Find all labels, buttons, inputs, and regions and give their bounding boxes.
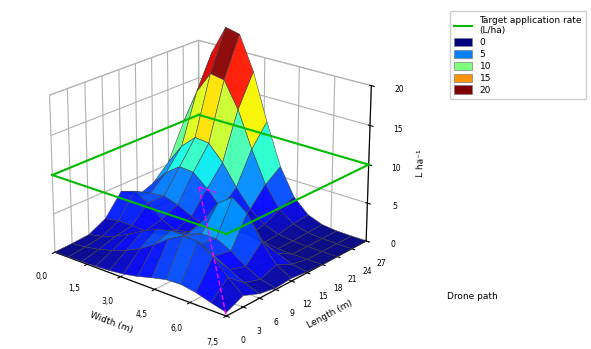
Text: Drone path: Drone path	[447, 292, 498, 301]
Y-axis label: Length (m): Length (m)	[306, 298, 353, 330]
Legend: Target application rate
(L/ha), 0, 5, 10, 15, 20: Target application rate (L/ha), 0, 5, 10…	[450, 12, 586, 99]
X-axis label: Width (m): Width (m)	[89, 310, 134, 334]
